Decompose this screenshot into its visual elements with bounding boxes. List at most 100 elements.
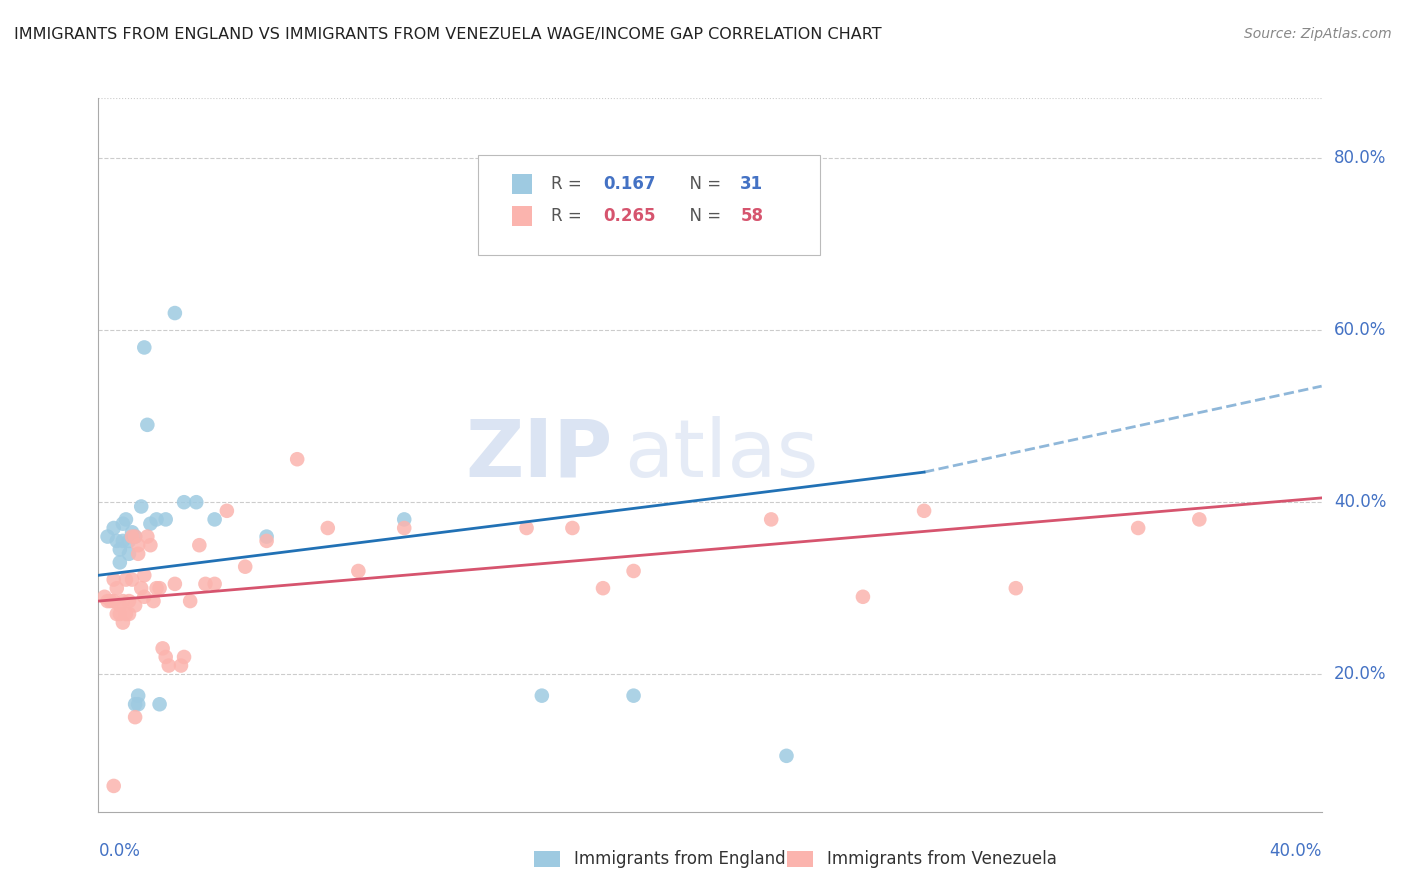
Point [149, 698, 172, 712]
Text: 80.0%: 80.0% [1334, 149, 1386, 168]
Point [108, 555, 131, 569]
Text: N =: N = [679, 175, 727, 193]
Point [561, 521, 583, 535]
FancyBboxPatch shape [478, 155, 820, 255]
Text: N =: N = [679, 207, 727, 225]
Point [316, 521, 339, 535]
Text: atlas: atlas [624, 416, 818, 494]
Point [139, 516, 162, 531]
Point [111, 533, 134, 548]
Text: 0.265: 0.265 [603, 207, 655, 225]
Text: 40.0%: 40.0% [1270, 842, 1322, 860]
Point [152, 641, 174, 656]
Point [139, 538, 162, 552]
Point [129, 581, 152, 595]
Point [103, 594, 125, 608]
Point [852, 590, 875, 604]
Point [124, 599, 146, 613]
Point [516, 521, 538, 535]
Point [623, 564, 645, 578]
Text: 60.0%: 60.0% [1334, 321, 1386, 339]
FancyBboxPatch shape [512, 206, 533, 226]
Point [111, 594, 134, 608]
Point [124, 530, 146, 544]
Point [392, 512, 416, 526]
Point [103, 779, 125, 793]
Point [392, 521, 416, 535]
Point [134, 341, 156, 355]
Point [188, 538, 211, 552]
Point [136, 417, 159, 432]
Point [347, 564, 370, 578]
Point [163, 306, 186, 320]
FancyBboxPatch shape [512, 174, 533, 194]
Point [124, 710, 146, 724]
Point [124, 530, 146, 544]
Point [111, 516, 134, 531]
Point [105, 581, 128, 595]
Text: Immigrants from England: Immigrants from England [574, 850, 786, 868]
Point [97, 594, 120, 608]
Point [134, 590, 156, 604]
Text: ZIP: ZIP [465, 416, 612, 494]
Point [759, 512, 782, 526]
Point [103, 573, 125, 587]
Point [163, 577, 186, 591]
Point [155, 512, 177, 526]
Point [108, 607, 131, 621]
Point [103, 521, 125, 535]
Point [530, 689, 553, 703]
Point [121, 573, 143, 587]
Point [127, 698, 149, 712]
Point [100, 594, 122, 608]
Point [118, 547, 141, 561]
Point [179, 594, 201, 608]
Point [623, 689, 645, 703]
Point [108, 599, 131, 613]
Point [111, 615, 134, 630]
Point [115, 573, 138, 587]
Point [127, 689, 149, 703]
Point [145, 581, 167, 595]
Point [173, 495, 195, 509]
Point [194, 577, 217, 591]
Point [912, 504, 935, 518]
Point [105, 533, 128, 548]
Point [145, 512, 167, 526]
Point [142, 594, 165, 608]
Point [775, 748, 797, 763]
Point [1188, 512, 1211, 526]
Text: 0.0%: 0.0% [98, 842, 141, 860]
Point [204, 512, 226, 526]
Point [233, 559, 256, 574]
Point [105, 607, 128, 621]
Point [93, 590, 115, 604]
Point [186, 495, 208, 509]
Point [157, 658, 180, 673]
Point [1128, 521, 1150, 535]
Point [215, 504, 238, 518]
Point [97, 530, 120, 544]
Point [121, 530, 143, 544]
Point [121, 525, 143, 540]
Point [127, 538, 149, 552]
Point [108, 542, 131, 557]
Text: 58: 58 [741, 207, 763, 225]
Point [592, 581, 614, 595]
Point [204, 577, 226, 591]
Text: 20.0%: 20.0% [1334, 665, 1386, 683]
Point [256, 530, 278, 544]
Text: IMMIGRANTS FROM ENGLAND VS IMMIGRANTS FROM VENEZUELA WAGE/INCOME GAP CORRELATION: IMMIGRANTS FROM ENGLAND VS IMMIGRANTS FR… [14, 27, 882, 42]
Text: R =: R = [551, 207, 586, 225]
Point [285, 452, 308, 467]
Point [127, 547, 149, 561]
Text: R =: R = [551, 175, 586, 193]
Point [118, 607, 141, 621]
Point [155, 650, 177, 665]
Point [129, 500, 152, 514]
Text: 40.0%: 40.0% [1334, 493, 1386, 511]
Point [256, 533, 278, 548]
Text: Source: ZipAtlas.com: Source: ZipAtlas.com [1244, 27, 1392, 41]
Point [118, 533, 141, 548]
Point [136, 530, 159, 544]
